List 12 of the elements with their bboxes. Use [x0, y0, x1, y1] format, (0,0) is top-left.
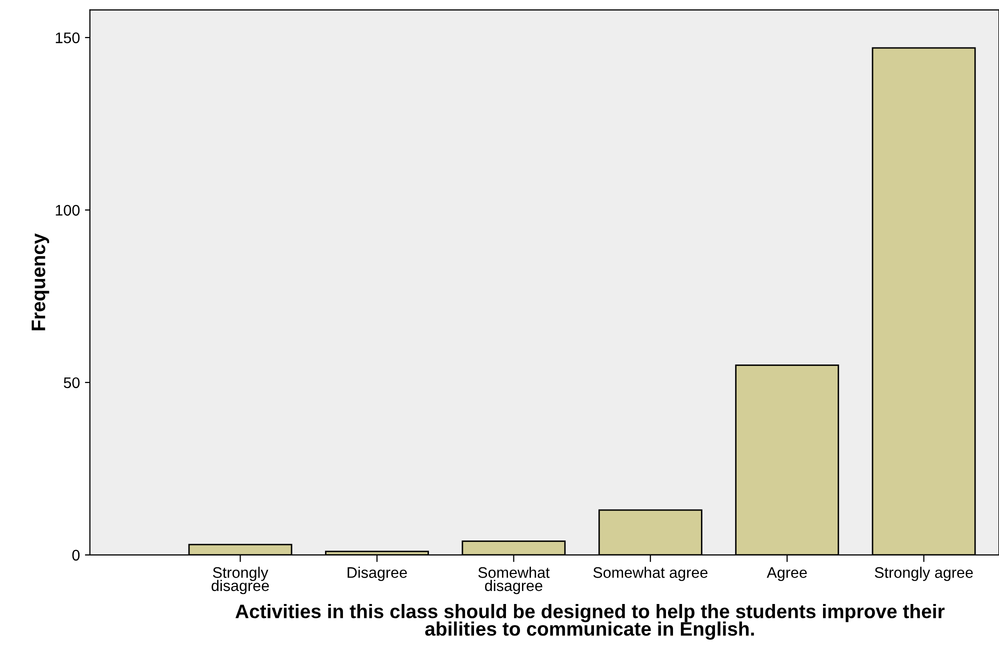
x-tick-label: Disagree: [348, 566, 407, 581]
y-tick-label: 50: [64, 377, 80, 388]
y-tick-label: 0: [72, 550, 80, 561]
x-tick-label: Strongly disagree: [212, 566, 269, 594]
x-tick-label: Somewhat agree: [593, 566, 708, 581]
y-tick-label: 100: [56, 204, 80, 216]
y-tick-label: 150: [56, 32, 80, 44]
x-tick-label: Strongly agree: [874, 566, 973, 581]
x-axis-title: Activities in this class should be designed to help the students improve their abilities to communicate in English.: [235, 604, 945, 640]
y-axis-title: Frequency: [32, 233, 50, 330]
x-tick-label: Agree: [766, 567, 807, 581]
x-tick-label: Somewhat disagree: [478, 566, 550, 594]
